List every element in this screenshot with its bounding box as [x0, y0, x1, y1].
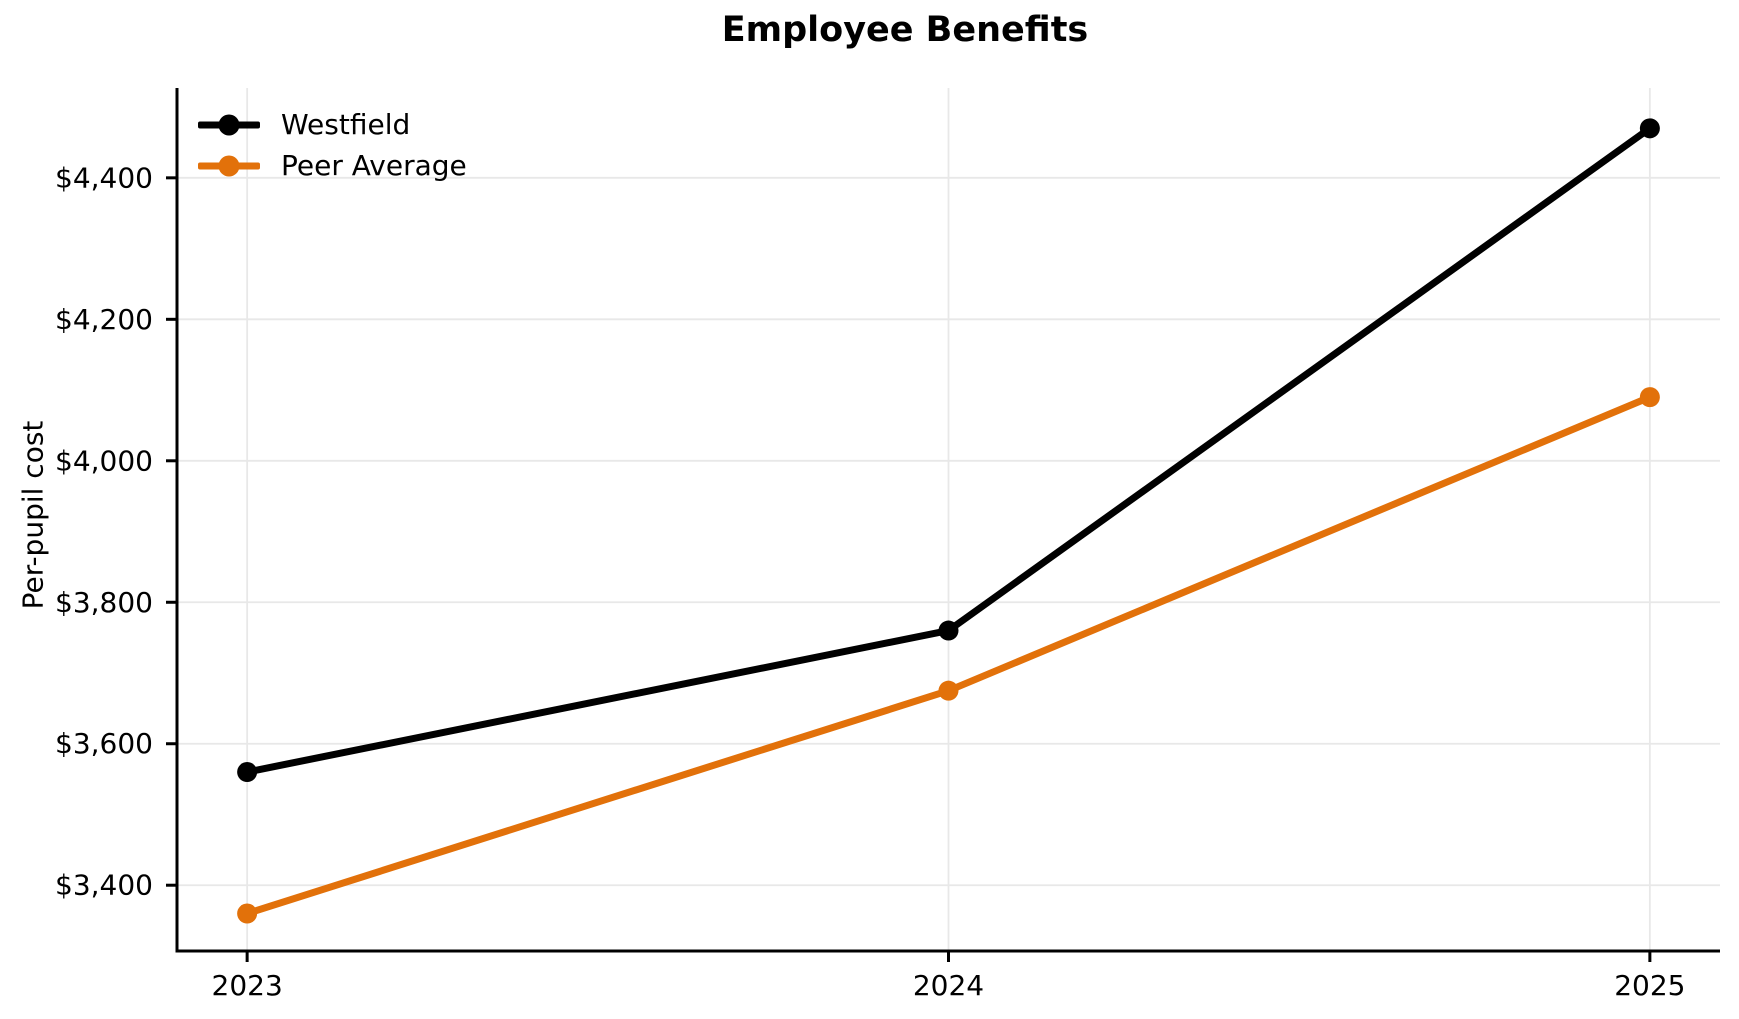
- data-point-peer-average: [1639, 387, 1660, 408]
- data-point-westfield: [237, 762, 258, 783]
- legend-marker-swatch: [218, 114, 240, 135]
- legend-label-westfield: Westfield: [281, 108, 411, 141]
- x-tick-label: 2023: [212, 969, 283, 1002]
- data-point-peer-average: [237, 903, 258, 924]
- x-tick-label: 2024: [913, 969, 984, 1002]
- legend-item-westfield: Westfield: [198, 104, 467, 145]
- legend-marker-swatch: [218, 155, 240, 176]
- data-point-peer-average: [938, 680, 959, 701]
- chart-title: Employee Benefits: [721, 10, 1089, 50]
- legend: Westfield Peer Average: [198, 104, 467, 186]
- data-point-westfield: [1639, 118, 1660, 139]
- y-tick-label: $3,400: [55, 869, 153, 902]
- y-tick-label: $4,200: [55, 303, 153, 336]
- legend-sample-peer-average: [198, 155, 260, 176]
- y-tick-label: $3,600: [55, 727, 153, 760]
- legend-label-peer-average: Peer Average: [281, 149, 467, 182]
- y-tick-label: $3,800: [55, 586, 153, 619]
- x-tick-label: 2025: [1614, 969, 1685, 1002]
- data-point-westfield: [938, 620, 959, 641]
- legend-sample-westfield: [198, 114, 260, 135]
- legend-item-peer-average: Peer Average: [198, 145, 467, 186]
- y-tick-label: $4,400: [55, 161, 153, 194]
- y-tick-label: $4,000: [55, 444, 153, 477]
